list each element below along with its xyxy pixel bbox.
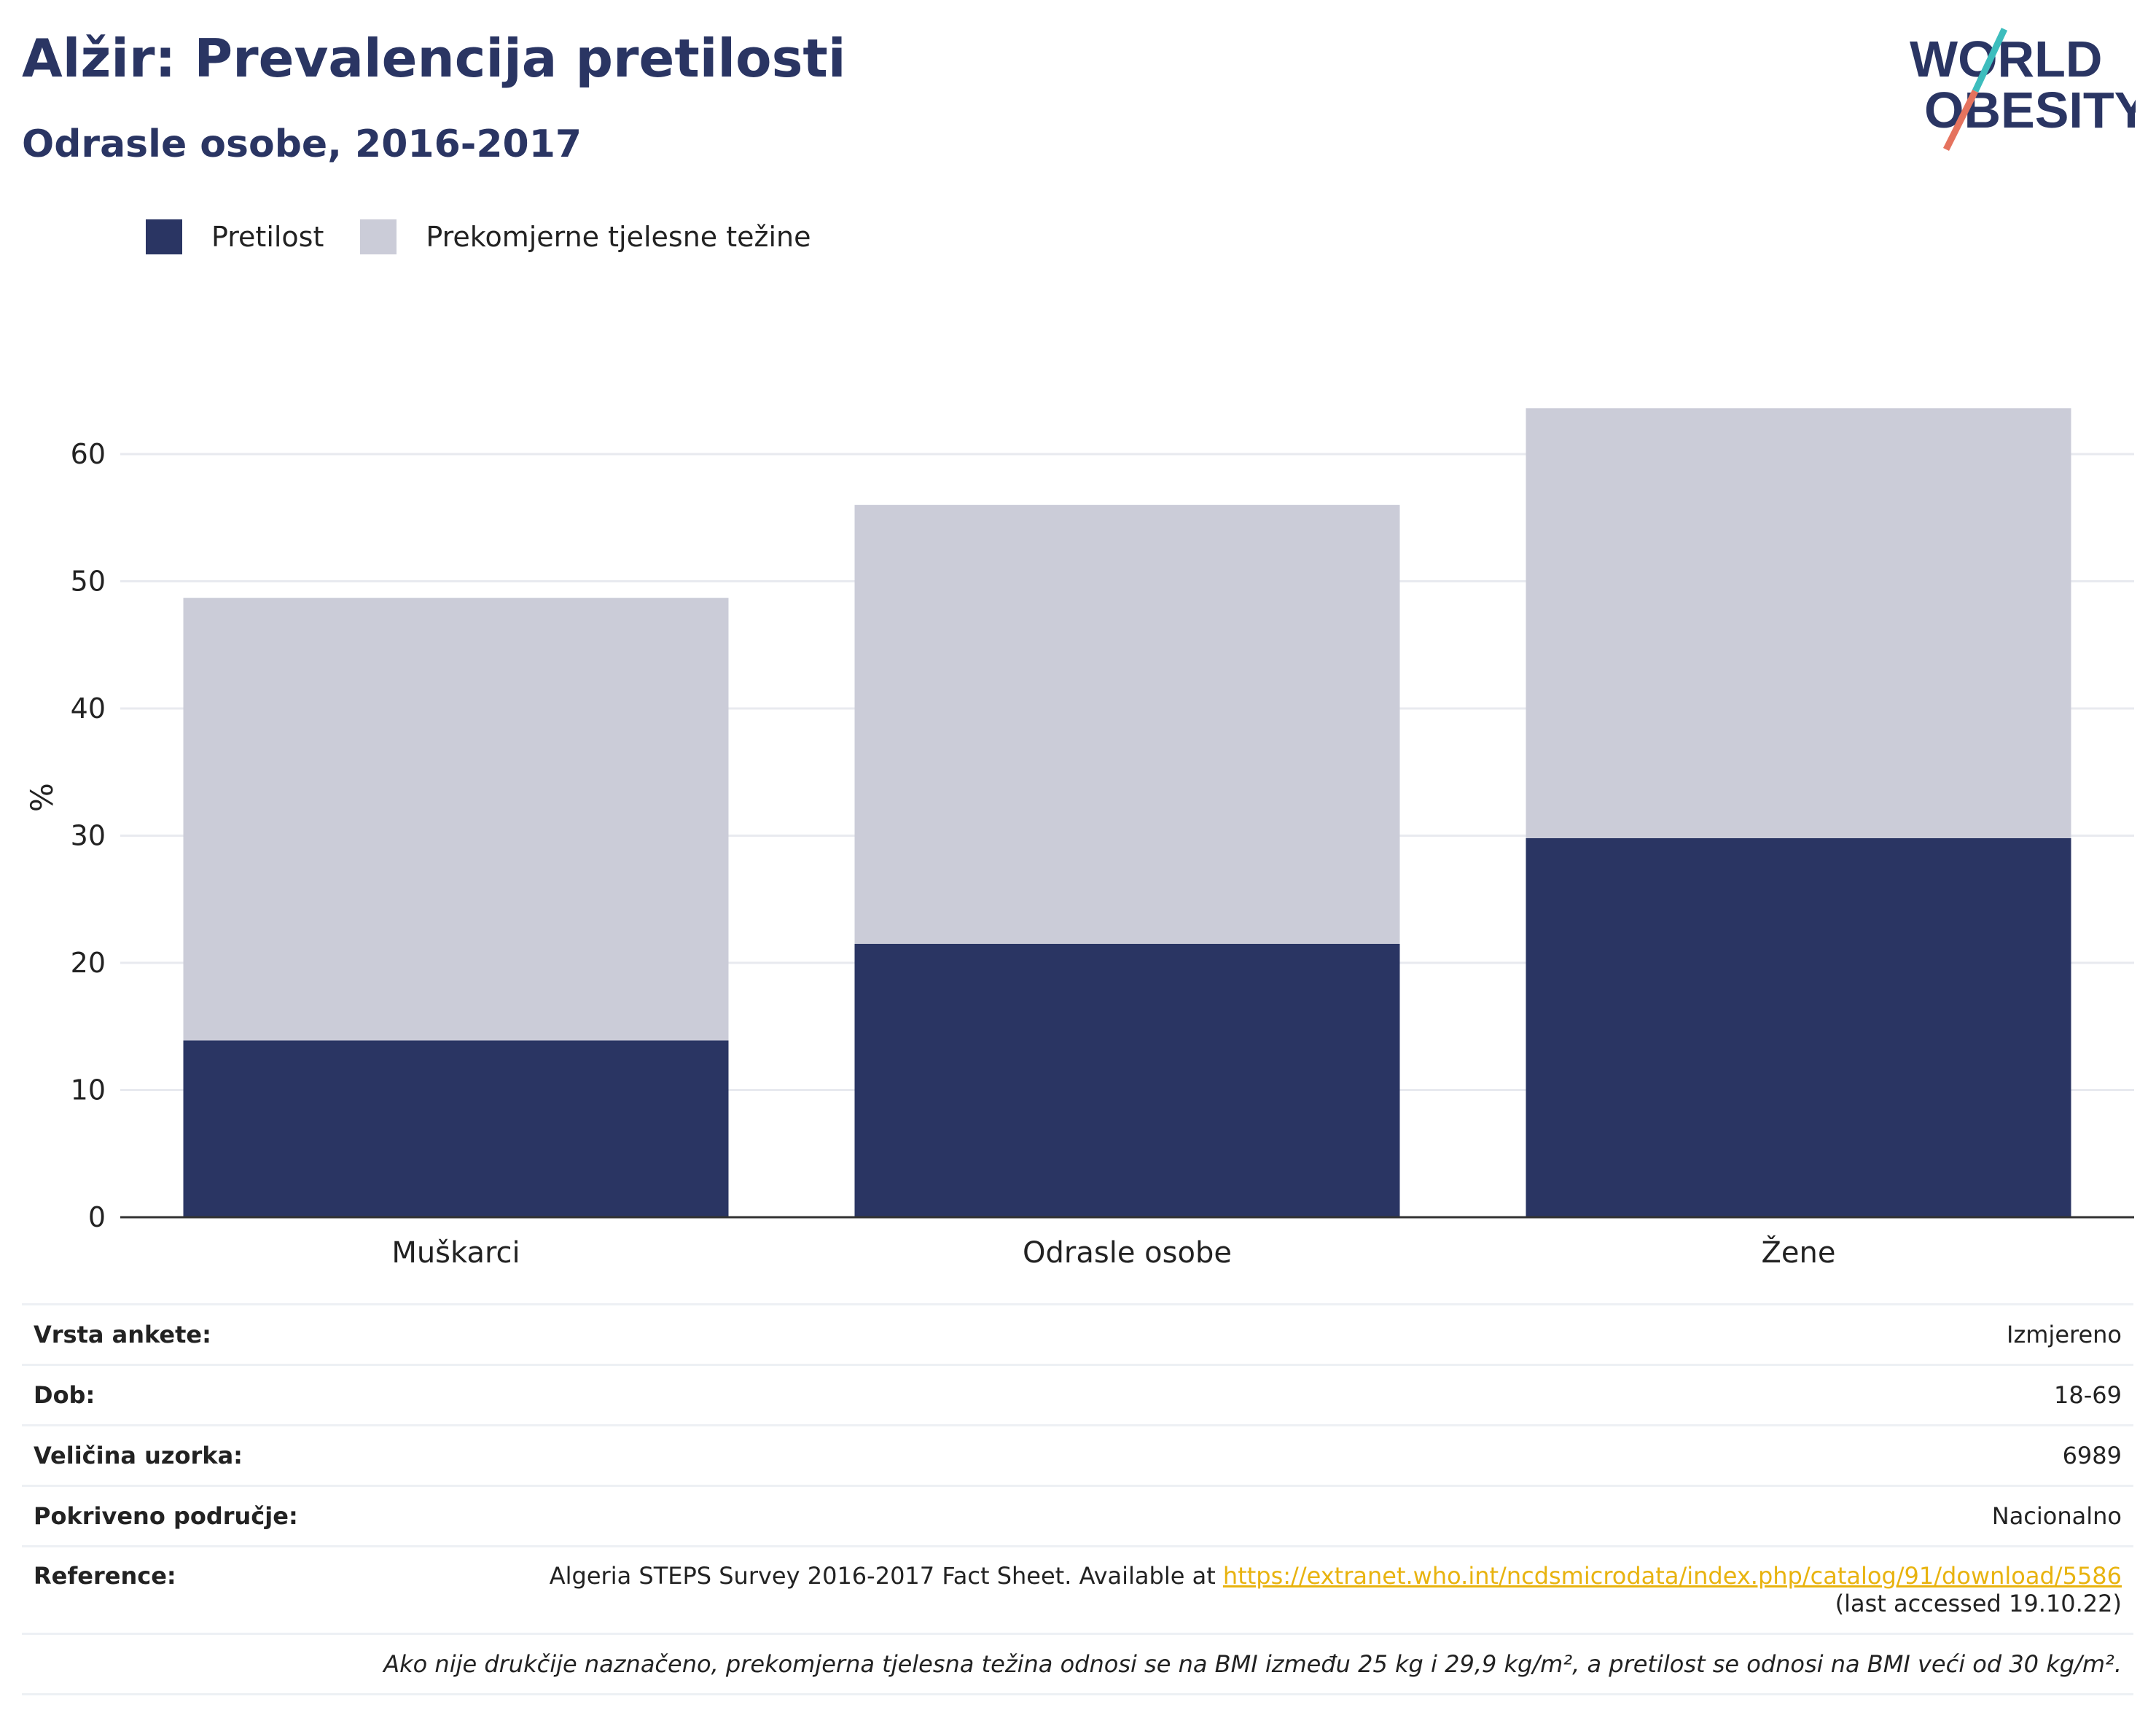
info-row-survey-type: Vrsta ankete: Izmjereno xyxy=(22,1303,2133,1364)
legend-label-overweight: Prekomjerne tjelesne težine xyxy=(426,221,811,253)
logo-slash-teal xyxy=(1972,28,2008,93)
info-value: Izmjereno xyxy=(2007,1321,2122,1348)
x-tick-label: Muškarci xyxy=(391,1236,520,1268)
info-label: Dob: xyxy=(34,1381,95,1409)
info-label: Vrsta ankete: xyxy=(34,1321,211,1348)
reference-accessed: (last accessed 19.10.22) xyxy=(1835,1590,2122,1617)
x-tick-label: Odrasle osobe xyxy=(1023,1236,1232,1268)
reference-source: Algeria STEPS Survey 2016-2017 Fact Shee… xyxy=(549,1562,1223,1590)
info-row-coverage: Pokriveno područje: Nacionalno xyxy=(22,1485,2133,1545)
survey-info-table: Vrsta ankete: Izmjereno Dob: 18-69 Velič… xyxy=(22,1303,2133,1695)
legend-item-obesity[interactable]: Pretilost xyxy=(146,219,324,254)
info-value: 6989 xyxy=(2062,1442,2122,1469)
chart-title: Alžir: Prevalencija pretilosti xyxy=(22,28,846,89)
world-obesity-logo: WORLD OBESITY xyxy=(1910,28,2136,152)
reference-link[interactable]: https://extranet.who.int/ncdsmicrodata/i… xyxy=(1222,1562,2122,1590)
logo-line1: WORLD xyxy=(1910,31,2102,87)
chart-legend: Pretilost Prekomjerne tjelesne težine xyxy=(146,219,848,255)
y-tick-label: 60 xyxy=(71,438,106,470)
y-tick-label: 0 xyxy=(88,1201,106,1233)
y-tick-label: 20 xyxy=(71,947,106,979)
bar-overweight xyxy=(1526,408,2071,838)
info-label: Reference: xyxy=(34,1562,176,1590)
info-label: Veličina uzorka: xyxy=(34,1442,243,1469)
y-tick-label: 10 xyxy=(71,1074,106,1106)
bar-chart: 0 10 20 30 40 50 60% Muškarci Odrasle osobe Žene xyxy=(24,408,2134,1268)
x-tick-label: Žene xyxy=(1762,1235,1836,1268)
y-tick-label: 50 xyxy=(71,566,106,598)
bar-overweight xyxy=(854,504,1400,944)
reference-text: Algeria STEPS Survey 2016-2017 Fact Shee… xyxy=(550,1562,2122,1617)
legend-label-obesity: Pretilost xyxy=(211,221,324,253)
info-value: Nacionalno xyxy=(1991,1502,2122,1530)
bar-obesity xyxy=(183,1040,729,1217)
y-tick-label: 30 xyxy=(71,820,106,852)
info-row-reference: Reference: Algeria STEPS Survey 2016-201… xyxy=(22,1545,2133,1633)
info-label: Pokriveno područje: xyxy=(34,1502,298,1530)
bar-overweight xyxy=(183,598,729,1041)
logo-slash-coral xyxy=(1942,89,1979,152)
y-axis-label: % xyxy=(24,783,60,812)
legend-item-overweight[interactable]: Prekomjerne tjelesne težine xyxy=(360,219,811,254)
y-tick-label: 40 xyxy=(71,692,106,725)
legend-swatch-obesity xyxy=(146,219,182,254)
bar-obesity xyxy=(1526,837,2071,1217)
legend-swatch-overweight xyxy=(360,219,397,254)
chart-subtitle: Odrasle osobe, 2016-2017 xyxy=(22,122,582,166)
info-row-sample-size: Veličina uzorka: 6989 xyxy=(22,1424,2133,1485)
info-row-age: Dob: 18-69 xyxy=(22,1364,2133,1424)
bmi-definition-note: Ako nije drukčije naznačeno, prekomjerna… xyxy=(22,1633,2133,1695)
info-value: 18-69 xyxy=(2054,1381,2122,1409)
bar-obesity xyxy=(854,943,1400,1217)
